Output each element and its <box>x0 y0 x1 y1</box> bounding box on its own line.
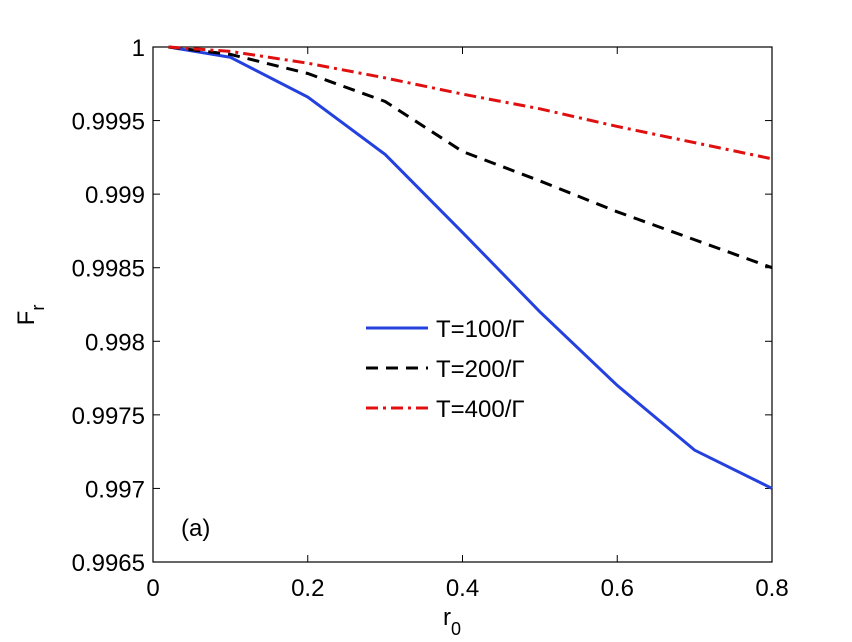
series-line <box>168 45 773 490</box>
x-axis-label-base: r <box>443 604 451 631</box>
y-tick-label: 0.997 <box>85 476 145 503</box>
y-tick-label: 0.998 <box>85 329 145 356</box>
legend-label: T=400/Γ <box>436 396 525 423</box>
y-tick-label: 0.9975 <box>72 403 145 430</box>
annotation: (a) <box>181 515 210 542</box>
y-tick-label: 0.9965 <box>72 550 145 577</box>
x-tick-label: 0.4 <box>446 575 479 602</box>
y-tick-label: 0.9995 <box>72 109 145 136</box>
y-tick-label: 0.9985 <box>72 256 145 283</box>
y-axis-label-sub: r <box>28 305 48 311</box>
legend-label: T=100/Γ <box>436 316 525 343</box>
x-axis-label: r0 <box>443 604 461 639</box>
x-tick-label: 0 <box>146 575 159 602</box>
series-line <box>168 45 773 161</box>
x-tick-label: 0.6 <box>601 575 634 602</box>
x-tick-label: 0.2 <box>291 575 324 602</box>
x-tick-label: 0.8 <box>755 575 788 602</box>
x-axis-label-sub: 0 <box>451 619 461 639</box>
y-axis-label-base: F <box>13 311 40 326</box>
legend-label: T=200/Γ <box>436 356 525 383</box>
y-axis-label: Fr <box>13 305 48 326</box>
y-tick-label: 0.999 <box>85 182 145 209</box>
series-line <box>168 45 773 270</box>
y-tick-label: 1 <box>132 35 145 62</box>
